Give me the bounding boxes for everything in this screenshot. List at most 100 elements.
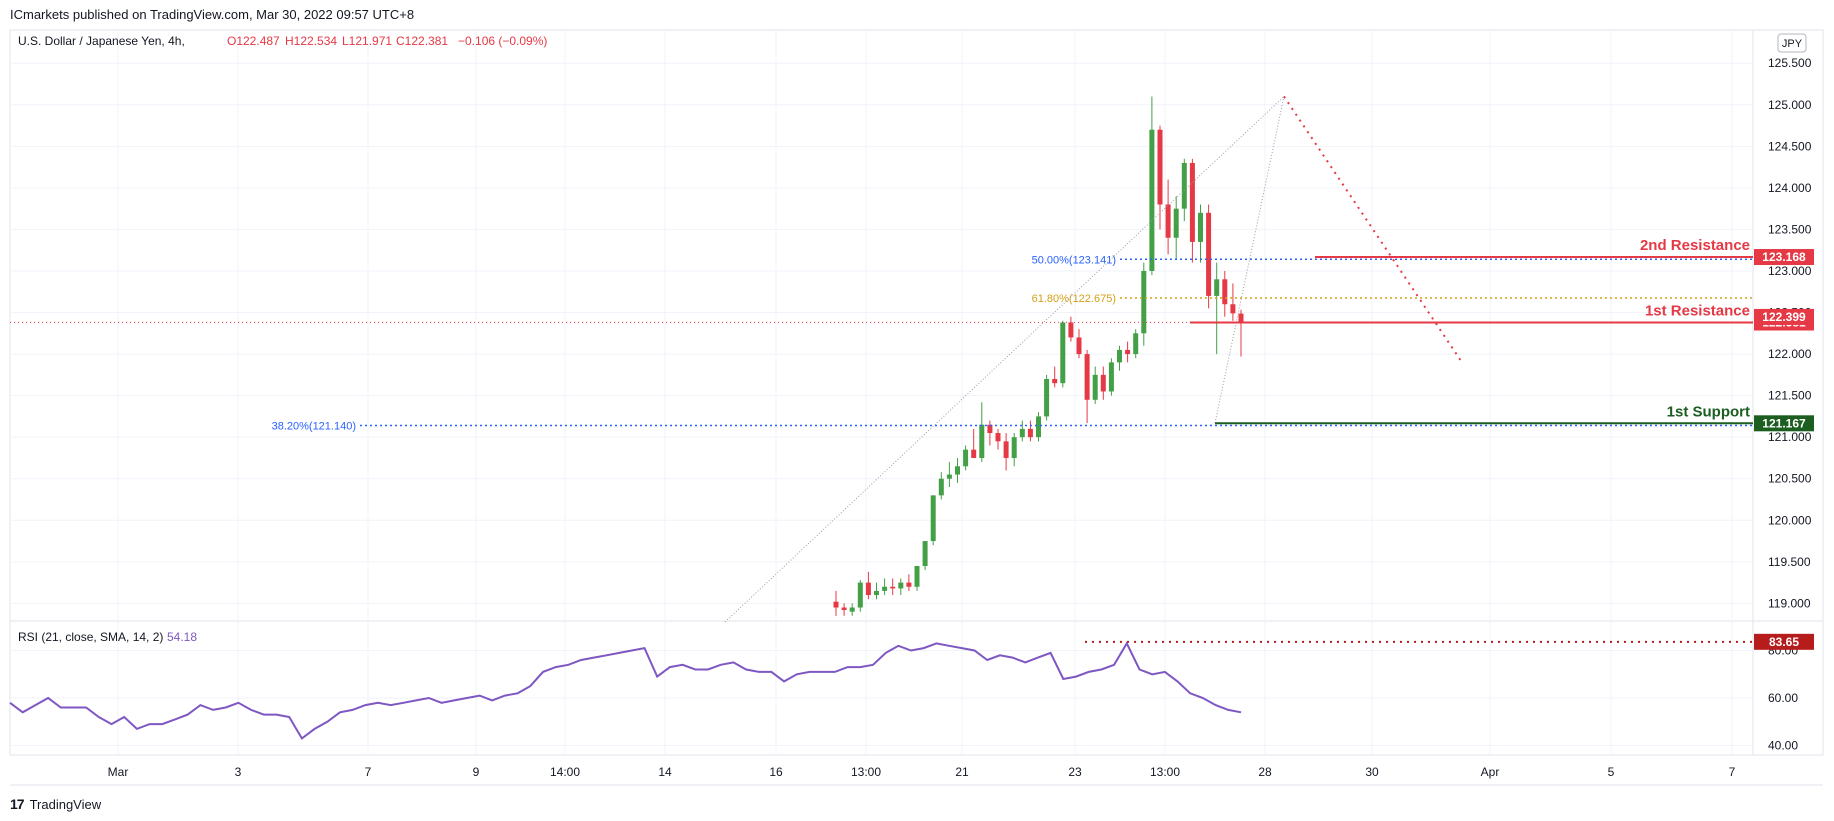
level-label: 2nd Resistance bbox=[1640, 237, 1750, 254]
candle bbox=[1019, 420, 1025, 442]
candle-body bbox=[987, 424, 993, 434]
candle-body bbox=[1141, 270, 1147, 334]
candle-body bbox=[1036, 416, 1041, 438]
time-tick-label: 7 bbox=[1729, 765, 1736, 779]
candle bbox=[1092, 366, 1098, 404]
candle bbox=[890, 578, 896, 596]
candle-body bbox=[938, 478, 944, 496]
candle-body bbox=[1003, 441, 1009, 458]
candle-body bbox=[1198, 212, 1203, 242]
footer-brand: TradingView bbox=[29, 796, 102, 812]
ohlc-change: −0.106 (−0.09%) bbox=[458, 34, 547, 48]
time-tick-label: 21 bbox=[955, 765, 969, 779]
ohlc-open: O122.487 bbox=[227, 34, 280, 48]
candle bbox=[930, 495, 936, 546]
candle-body bbox=[979, 424, 985, 458]
time-tick-label: 23 bbox=[1068, 765, 1082, 779]
candle-body bbox=[914, 565, 920, 587]
candle bbox=[1133, 329, 1139, 359]
candle bbox=[898, 578, 904, 596]
candle-body bbox=[1076, 337, 1082, 355]
candle bbox=[1036, 412, 1041, 442]
candle bbox=[995, 428, 1001, 450]
price-tick-label: 125.500 bbox=[1768, 56, 1812, 70]
candle-body bbox=[971, 449, 977, 458]
candle-body bbox=[946, 474, 952, 479]
level-label: 1st Resistance bbox=[1645, 303, 1750, 320]
candle bbox=[1052, 366, 1058, 388]
candle bbox=[971, 428, 977, 458]
candle-body bbox=[930, 495, 936, 542]
rsi-pane[interactable] bbox=[9, 640, 1753, 740]
time-tick-label: 28 bbox=[1258, 765, 1272, 779]
price-tag-label: 122.399 bbox=[1762, 310, 1806, 324]
candle-body bbox=[882, 586, 888, 591]
grid bbox=[9, 29, 1824, 786]
candle bbox=[1198, 204, 1203, 263]
candle-body bbox=[1125, 349, 1131, 355]
candle bbox=[1222, 270, 1228, 317]
price-tick-label: 122.000 bbox=[1768, 347, 1812, 361]
price-tick-label: 121.500 bbox=[1768, 389, 1812, 403]
candle-body bbox=[833, 601, 839, 608]
candle bbox=[963, 445, 969, 471]
price-tick-label: 119.500 bbox=[1768, 555, 1811, 569]
candle-body bbox=[890, 586, 896, 589]
price-tick-label: 124.000 bbox=[1768, 181, 1812, 195]
candle-body bbox=[865, 582, 871, 596]
candle-body bbox=[841, 607, 847, 611]
ohlc-close: C122.381 bbox=[396, 34, 448, 48]
ohlc-low: L121.971 bbox=[342, 34, 392, 48]
time-tick-label: 16 bbox=[769, 765, 783, 779]
candle-body bbox=[1084, 354, 1090, 400]
rsi-tag-label: 83.65 bbox=[1769, 635, 1799, 649]
candle bbox=[857, 580, 863, 612]
price-tick-label: 123.000 bbox=[1768, 264, 1812, 278]
candle-body bbox=[1100, 374, 1106, 392]
candle-body bbox=[1189, 162, 1195, 242]
price-tick-label: 121.000 bbox=[1768, 430, 1812, 444]
price-tick-label: 125.000 bbox=[1768, 98, 1812, 112]
candle-body bbox=[1068, 322, 1074, 338]
time-tick-label: 13:00 bbox=[851, 765, 881, 779]
price-tick-label: 120.500 bbox=[1768, 472, 1812, 486]
candle bbox=[1108, 358, 1114, 396]
candle-body bbox=[1214, 279, 1220, 296]
candle bbox=[1117, 345, 1122, 371]
candle bbox=[865, 571, 871, 600]
time-tick-label: 7 bbox=[365, 765, 372, 779]
time-tick-label: 9 bbox=[473, 765, 480, 779]
candle bbox=[979, 402, 985, 463]
price-pane[interactable]: 38.20%(121.140) 50.00%(123.141) 61.80%(122… bbox=[10, 95, 1753, 623]
time-tick-label: 14 bbox=[658, 765, 672, 779]
candle-body bbox=[1011, 437, 1017, 458]
fib-level-label: 61.80%(122.675) bbox=[1032, 293, 1116, 305]
legend: U.S. Dollar / Japanese Yen, 4h, O122.487… bbox=[18, 34, 547, 644]
candle-body bbox=[1173, 208, 1179, 238]
candle-body bbox=[1149, 129, 1155, 271]
candle-body bbox=[1052, 379, 1058, 384]
candle-body bbox=[995, 433, 1001, 442]
candle bbox=[1076, 329, 1082, 359]
price-tag bbox=[1754, 308, 1814, 325]
candle bbox=[1230, 283, 1236, 321]
candle-body bbox=[1092, 374, 1098, 400]
time-tick-label: 13:00 bbox=[1150, 765, 1180, 779]
candle bbox=[1125, 341, 1131, 363]
candle-body bbox=[1165, 204, 1171, 238]
candle bbox=[1173, 196, 1179, 259]
candle-body bbox=[1206, 212, 1212, 296]
candle bbox=[1238, 309, 1244, 357]
candle bbox=[938, 472, 944, 500]
candle-body bbox=[955, 466, 960, 475]
candle-body bbox=[849, 607, 855, 612]
price-tag bbox=[1754, 249, 1814, 266]
fib-level-label: 50.00%(123.141) bbox=[1032, 254, 1116, 266]
candle bbox=[1044, 374, 1050, 421]
candle-body bbox=[1019, 428, 1025, 438]
currency-button[interactable]: JPY bbox=[1777, 33, 1807, 53]
candle bbox=[922, 541, 928, 571]
price-tick-label: 123.500 bbox=[1768, 222, 1812, 236]
currency-label: JPY bbox=[1782, 38, 1803, 50]
